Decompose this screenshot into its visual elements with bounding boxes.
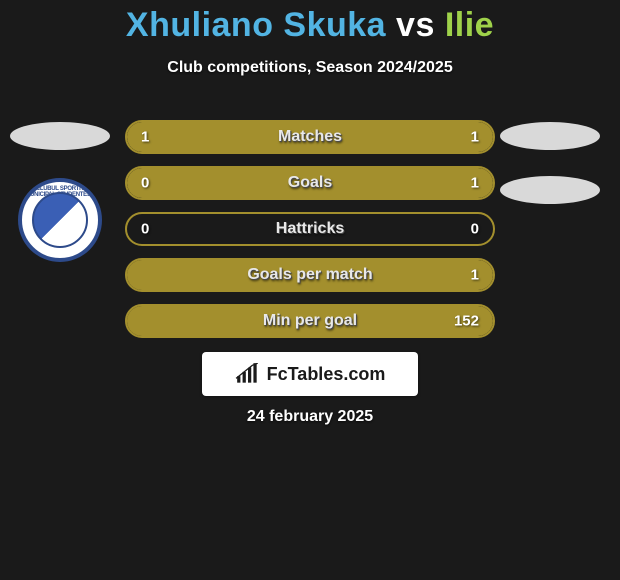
stat-label: Matches [278, 128, 342, 146]
comparison-bars: 1 1 Matches 0 1 Goals 0 0 Hattricks 1 Goals per ma… [125, 120, 495, 350]
stat-value-right: 1 [471, 267, 479, 284]
stat-value-right: 152 [454, 313, 479, 330]
stat-fill-left [127, 168, 193, 198]
team-logo-right-placeholder-1 [500, 122, 600, 150]
club-badge-icon: CLUBUL SPORTIV MUNICIPAL STUDENTESC IASI [18, 178, 102, 262]
stat-row: 1 1 Matches [125, 120, 495, 154]
stat-value-left: 0 [141, 221, 149, 238]
stat-row: 1 Goals per match [125, 258, 495, 292]
stat-label: Goals [288, 174, 332, 192]
bar-chart-icon [235, 363, 261, 385]
player-right-name: Ilie [445, 6, 494, 44]
branding-badge: FcTables.com [202, 352, 418, 396]
stat-row: 0 1 Goals [125, 166, 495, 200]
team-logo-left-placeholder [10, 122, 110, 150]
subtitle: Club competitions, Season 2024/2025 [0, 59, 620, 77]
club-badge-inner-icon [32, 192, 88, 248]
date-label: 24 february 2025 [0, 408, 620, 426]
stat-value-right: 1 [471, 129, 479, 146]
stat-label: Hattricks [276, 220, 344, 238]
stat-label: Goals per match [247, 266, 372, 284]
player-left-name: Xhuliano Skuka [126, 6, 386, 44]
stat-value-right: 0 [471, 221, 479, 238]
stat-value-left: 0 [141, 175, 149, 192]
branding-text: FcTables.com [267, 364, 386, 385]
team-logo-right-placeholder-2 [500, 176, 600, 204]
stat-value-left: 1 [141, 129, 149, 146]
stat-row: 152 Min per goal [125, 304, 495, 338]
stat-value-right: 1 [471, 175, 479, 192]
stat-label: Min per goal [263, 312, 357, 330]
page-title: Xhuliano Skuka vs Ilie [0, 0, 620, 45]
vs-label: vs [396, 6, 435, 44]
stat-fill-right [193, 168, 493, 198]
stat-row: 0 0 Hattricks [125, 212, 495, 246]
